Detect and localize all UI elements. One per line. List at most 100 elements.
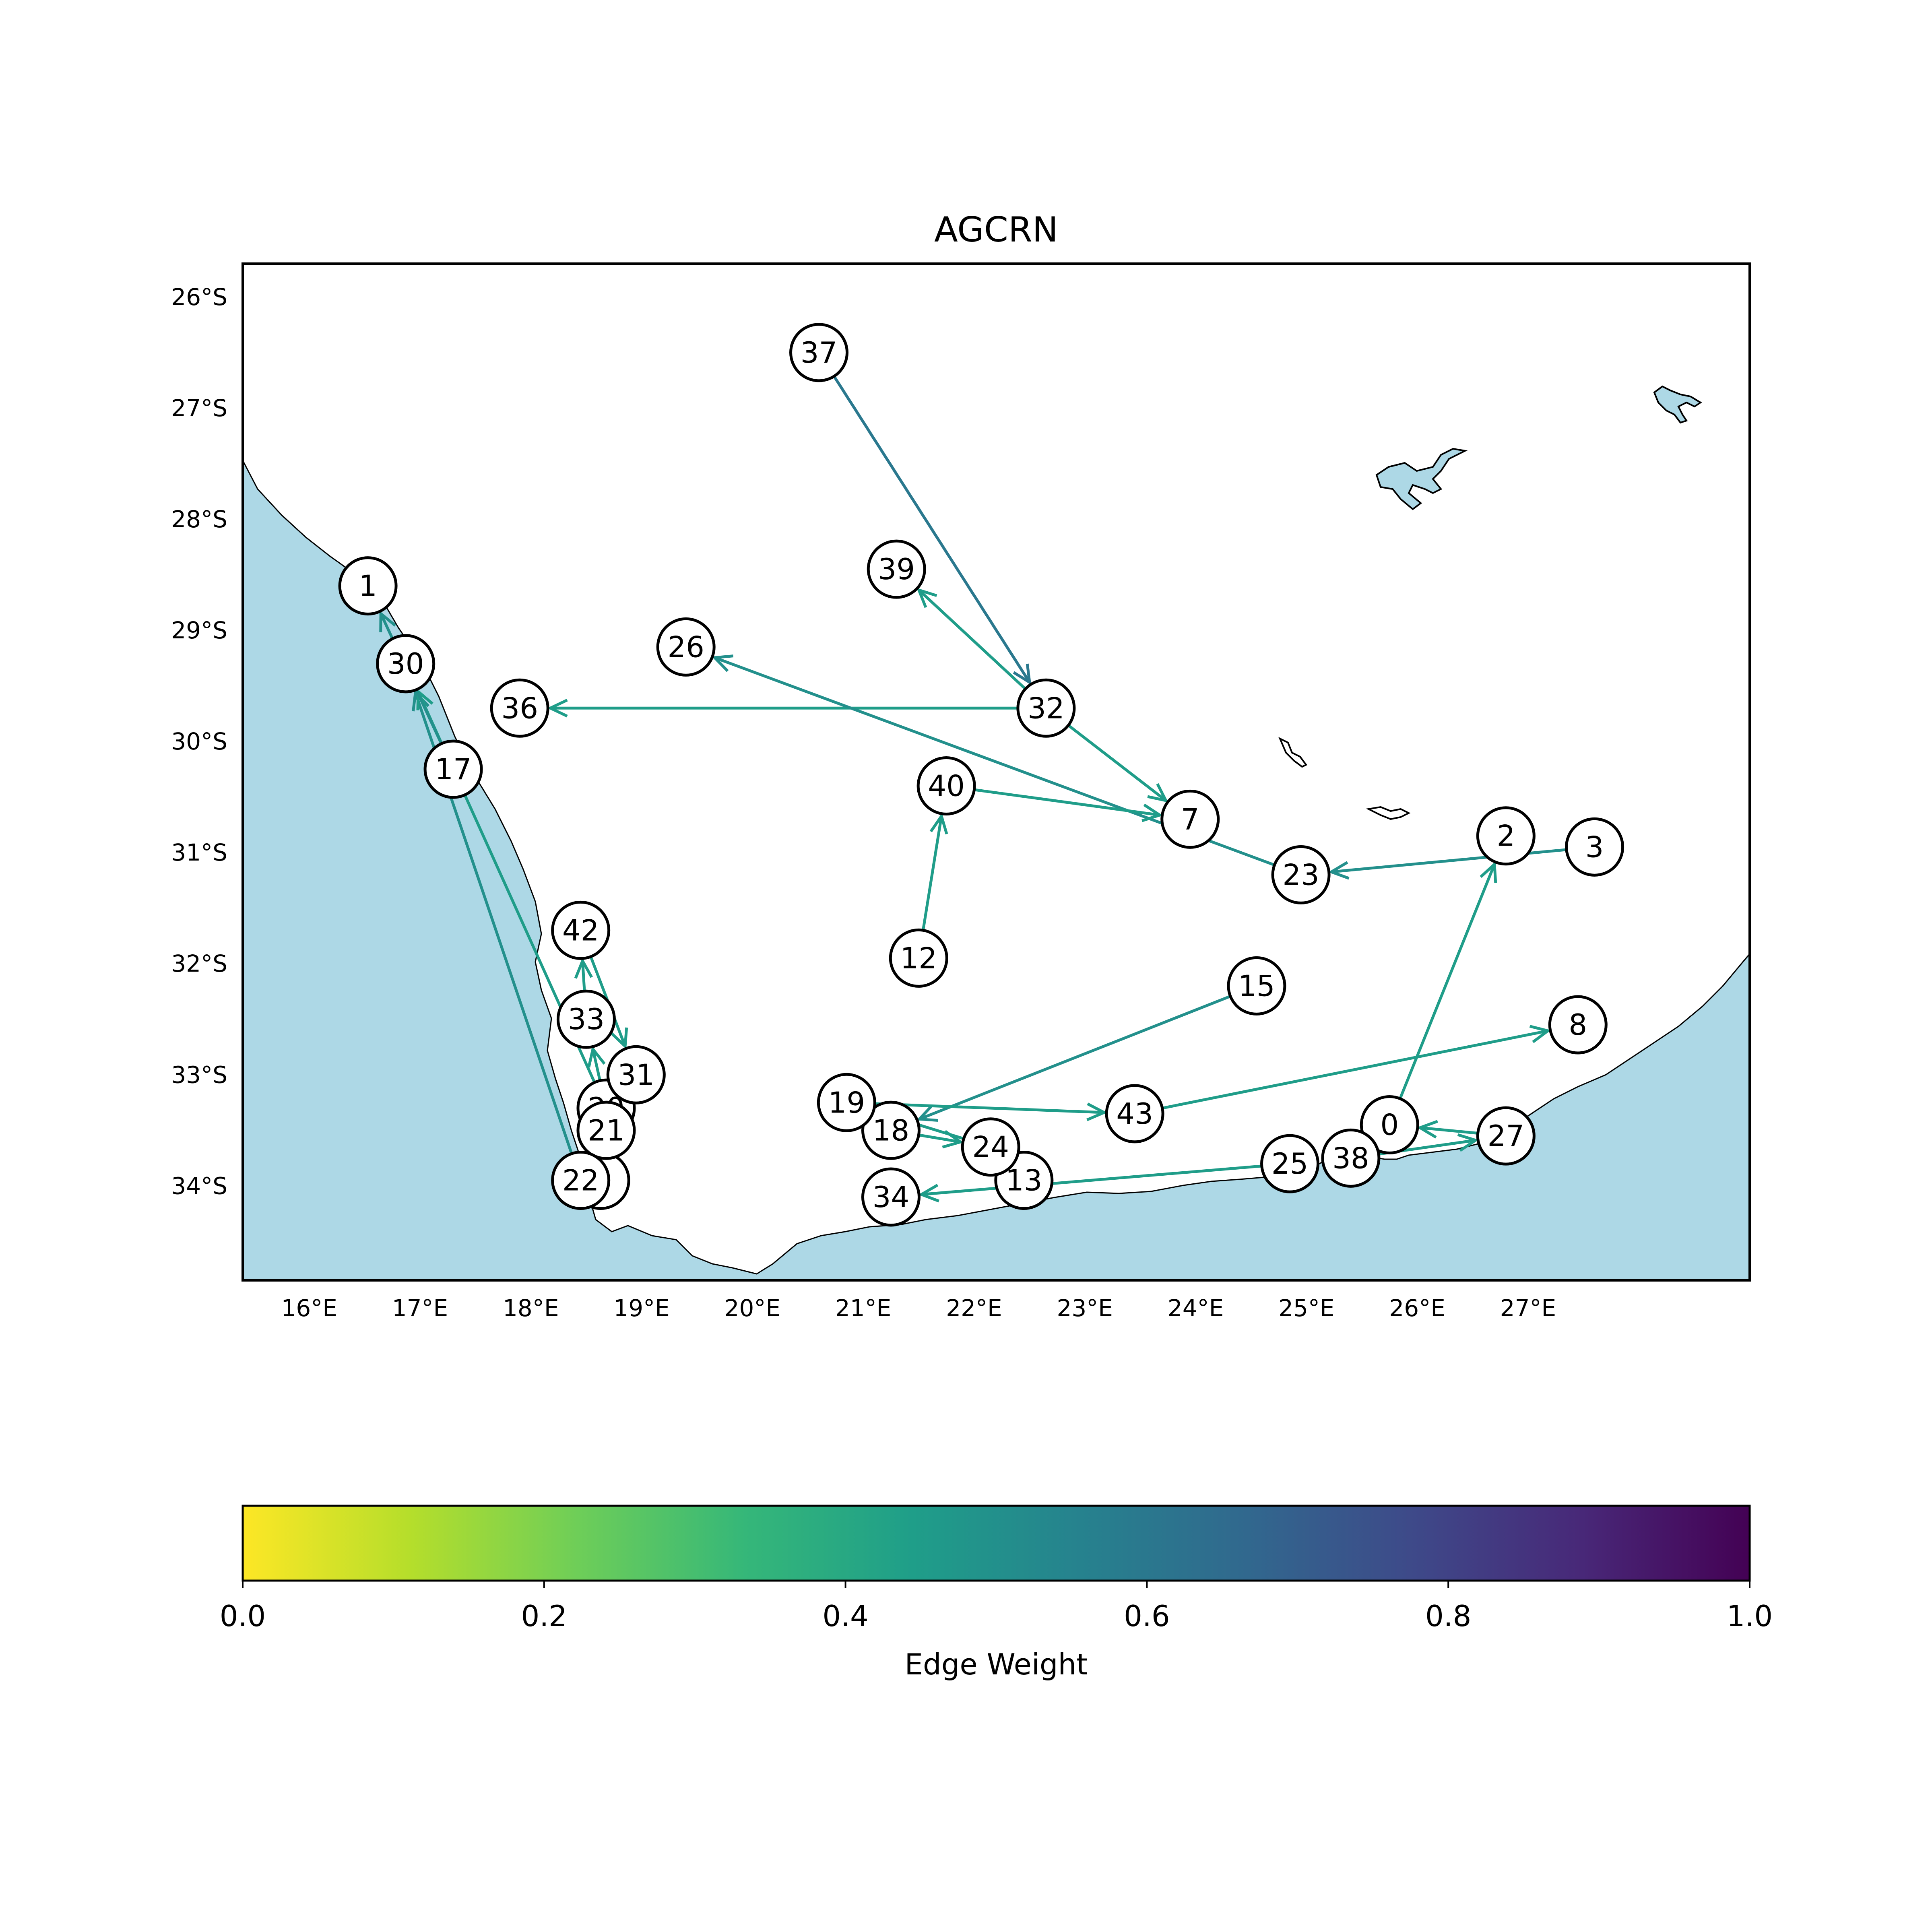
colorbar-tick-label: 0.0	[220, 1599, 266, 1633]
colorbar-gradient	[242, 1505, 1751, 1582]
node-label: 31	[617, 1058, 654, 1092]
edge-12-to-40	[920, 815, 943, 942]
edge-arrowhead	[1480, 861, 1497, 883]
edge-arrowhead	[1086, 1102, 1108, 1121]
edge-arrowhead	[587, 1046, 606, 1068]
lon-tick-label: 22°E	[946, 1294, 1002, 1322]
node-21: 21	[576, 1100, 636, 1160]
longitude-axis: 16°E 17°E 18°E 19°E 20°E 21°E 22°E 23°E 24°E 25°E…	[281, 1294, 1556, 1322]
node-circle	[1476, 806, 1536, 866]
node-circle	[606, 1045, 666, 1104]
lon-tick-label: 19°E	[613, 1294, 669, 1322]
edge-arrowhead	[379, 611, 396, 633]
node-23: 23	[1271, 845, 1331, 904]
node-37: 37	[789, 323, 849, 382]
node-label: 17	[435, 752, 472, 786]
edge-arrowhead	[942, 1130, 964, 1149]
lat-tick-label: 33°S	[171, 1061, 227, 1088]
node-label: 24	[972, 1130, 1009, 1164]
edge-arrowhead	[711, 654, 734, 672]
node-circle	[551, 900, 611, 960]
lat-tick-label: 30°S	[171, 728, 227, 755]
edge-arrowhead	[1529, 1025, 1551, 1043]
node-label: 38	[1332, 1141, 1369, 1175]
node-circle	[1227, 956, 1286, 1016]
node-circle	[1260, 1134, 1320, 1193]
node-26: 26	[656, 617, 716, 677]
node-label: 26	[667, 630, 704, 664]
node-circle	[961, 1117, 1020, 1177]
node-34: 34	[861, 1167, 921, 1227]
node-label: 22	[562, 1164, 599, 1197]
node-label: 23	[1282, 858, 1319, 892]
node-circle	[1105, 1084, 1164, 1144]
node-label: 40	[928, 769, 965, 803]
edge-arrowhead	[610, 1027, 628, 1049]
map-panel	[243, 264, 1750, 1280]
node-38: 38	[1321, 1128, 1381, 1188]
edge-arrowhead	[1013, 663, 1032, 685]
node-label: 39	[878, 552, 915, 586]
node-circle	[916, 756, 976, 816]
lat-tick-label: 26°S	[171, 283, 227, 311]
node-label: 25	[1271, 1147, 1309, 1181]
node-circle	[1271, 845, 1331, 904]
node-circle	[556, 989, 616, 1049]
lat-tick-label: 31°S	[171, 839, 227, 866]
lon-tick-label: 17°E	[392, 1294, 448, 1322]
node-circle	[576, 1100, 636, 1160]
node-circle	[789, 323, 849, 382]
lat-tick-label: 34°S	[171, 1172, 227, 1199]
colorbar-tick-label: 0.2	[521, 1599, 568, 1633]
lake-gariep	[1278, 737, 1308, 768]
lat-tick-label: 27°S	[171, 394, 227, 422]
node-label: 43	[1116, 1097, 1153, 1131]
edge-arrowhead	[916, 1104, 938, 1122]
lon-tick-label: 24°E	[1168, 1294, 1224, 1322]
node-8: 8	[1548, 995, 1608, 1055]
node-label: 36	[501, 691, 538, 725]
lon-tick-label: 27°E	[1500, 1294, 1556, 1322]
lon-tick-label: 16°E	[281, 1294, 337, 1322]
edge-42-to-31	[585, 945, 627, 1047]
node-circle	[1565, 817, 1624, 877]
node-circle	[1016, 678, 1076, 738]
map-frame	[242, 262, 1751, 1282]
lat-tick-label: 32°S	[171, 950, 227, 977]
edge-arrowhead	[916, 588, 937, 608]
edge-arrowhead	[929, 813, 948, 835]
edge-arrowhead	[1141, 803, 1163, 822]
node-circle	[376, 634, 436, 694]
node-22: 22	[551, 1151, 611, 1210]
lon-tick-label: 23°E	[1057, 1294, 1113, 1322]
node-label: 12	[900, 941, 937, 975]
node-circle	[889, 928, 948, 988]
edge-43-to-8	[1151, 1029, 1548, 1112]
lon-tick-label: 25°E	[1278, 1294, 1334, 1322]
latitude-axis: 26°S 27°S 28°S 29°S 30°S 31°S 32°S 33°S 34°S	[171, 283, 227, 1200]
node-circle	[861, 1167, 921, 1227]
edge-arrowhead	[1328, 861, 1350, 880]
edge-32-to-7	[1059, 717, 1167, 802]
lake-bloemhof	[1653, 385, 1702, 424]
lat-tick-label: 28°S	[171, 506, 227, 533]
node-label: 21	[588, 1113, 625, 1147]
node-label: 18	[873, 1113, 910, 1147]
node-1: 1	[338, 556, 398, 616]
edge-arrowhead	[1147, 783, 1169, 803]
lon-tick-label: 21°E	[835, 1294, 891, 1322]
edge-25-to-34	[921, 1164, 1273, 1196]
lon-tick-label: 26°E	[1389, 1294, 1445, 1322]
node-circle	[1160, 789, 1220, 849]
lake-vaal	[1375, 448, 1468, 510]
colorbar-tick-label: 0.6	[1124, 1599, 1170, 1633]
node-label: 19	[828, 1086, 865, 1119]
node-32: 32	[1016, 678, 1076, 738]
node-circle	[338, 556, 398, 616]
node-27: 27	[1476, 1106, 1536, 1166]
colorbar-tick-label: 0.8	[1425, 1599, 1472, 1633]
node-label: 34	[873, 1180, 910, 1214]
edge-arrowhead	[547, 699, 568, 718]
node-3: 3	[1565, 817, 1624, 877]
